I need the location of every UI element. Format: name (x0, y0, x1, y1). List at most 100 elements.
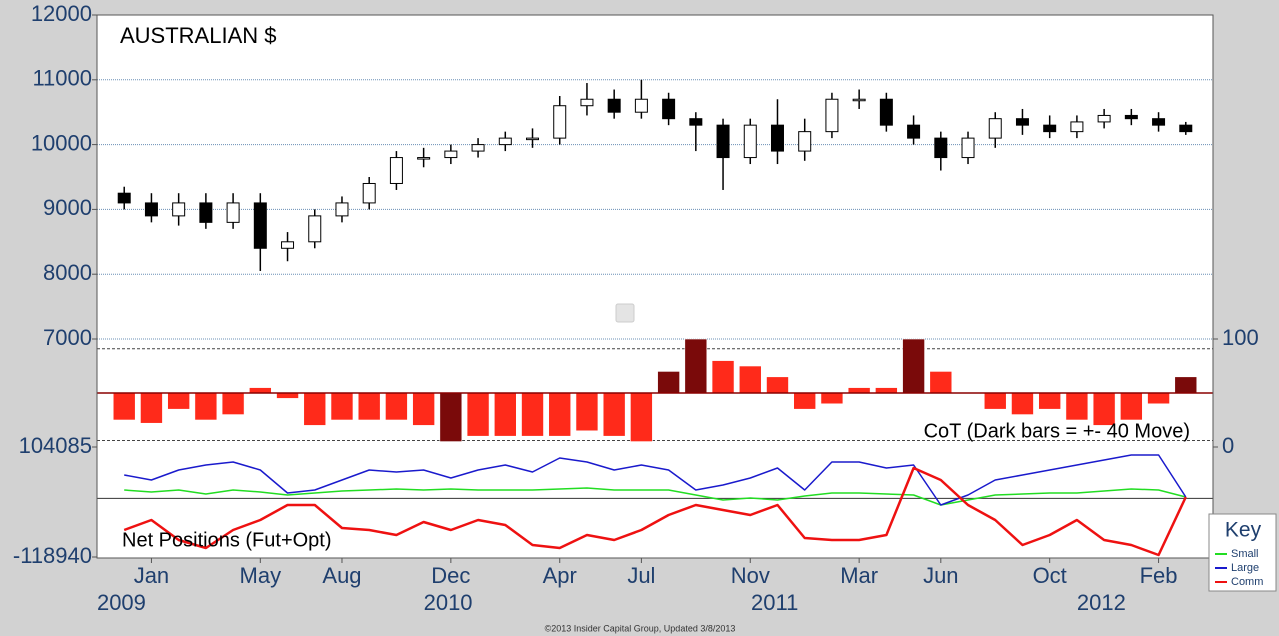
candle-body (144, 202, 158, 217)
x-tick-label: Apr (543, 563, 577, 588)
candle-body (199, 202, 213, 223)
candle-body (879, 98, 893, 126)
legend-title: Key (1225, 519, 1262, 542)
x-year-label: 2011 (751, 590, 798, 615)
bar (684, 338, 708, 394)
candle-body (389, 157, 403, 184)
series-line (124, 454, 1187, 506)
y-tick-label: 7000 (43, 325, 92, 350)
bar (766, 376, 789, 394)
bar (1147, 392, 1170, 405)
candle-body (961, 137, 975, 159)
bar (303, 392, 327, 426)
x-tick-label: Jan (134, 563, 169, 588)
chart-layer: 7000 8000 9000 10000 11000 12000 0 100 -118940 10… (13, 1, 1259, 568)
x-tick-label: Oct (1033, 563, 1067, 588)
bar (793, 392, 817, 410)
bar (167, 392, 190, 410)
bar (1174, 376, 1198, 394)
bar (630, 392, 653, 442)
bar (140, 392, 163, 424)
plot-frame (96, 14, 1214, 559)
bar (575, 392, 599, 432)
candle-body (526, 137, 540, 141)
candle-body (1179, 124, 1193, 133)
candle-body (662, 98, 676, 120)
bar (276, 392, 299, 399)
candle-body (1070, 121, 1084, 133)
y-tick-label: 9000 (43, 195, 92, 220)
x-tick-label: Jun (923, 563, 958, 588)
bar (385, 392, 408, 421)
candle-body (907, 124, 921, 139)
bar (1011, 392, 1034, 415)
candle-body (417, 157, 431, 160)
series-line (124, 487, 1186, 506)
candle-body (798, 131, 812, 152)
candle-body (1043, 124, 1057, 133)
plot-area (97, 15, 1213, 558)
candle-body (743, 124, 757, 159)
candle-body (1124, 114, 1138, 120)
y-tick-label: 12000 (31, 1, 92, 26)
candle-body (716, 124, 730, 159)
x-tick-label: Feb (1140, 563, 1178, 588)
bar (983, 392, 1007, 410)
net-title: Net Positions (Fut+Opt) (122, 529, 332, 551)
bar (548, 392, 572, 437)
candle-body (634, 98, 648, 113)
bar (194, 392, 218, 421)
x-year-label: 2012 (1077, 590, 1126, 615)
bar (820, 392, 844, 405)
candle-body (362, 182, 376, 204)
candle-body (253, 202, 267, 249)
y-tick-label: 8000 (43, 260, 92, 285)
candle-body (1015, 118, 1029, 126)
bar (493, 392, 517, 437)
legend-label: Small (1231, 548, 1259, 560)
bar (330, 392, 354, 421)
candle-body (934, 137, 948, 159)
bar (521, 392, 544, 437)
share-icon[interactable] (615, 303, 635, 323)
bar (112, 392, 136, 421)
candle-body (335, 202, 349, 217)
bar (1038, 392, 1061, 410)
bar (357, 392, 381, 421)
candle-body (825, 98, 839, 133)
legend-box (1208, 513, 1277, 592)
candle-body (172, 202, 186, 217)
candle-body (553, 105, 567, 139)
candle-body (607, 98, 621, 113)
candle-body (988, 118, 1002, 139)
bar (602, 392, 626, 437)
y-tick-label: -118940 (13, 543, 92, 568)
candle-body (498, 137, 512, 146)
candle-body (689, 118, 703, 126)
candle-body (281, 241, 295, 249)
footer: ©2013 Insider Capital Group, Updated 3/8… (545, 623, 736, 633)
candle-body (1097, 114, 1111, 123)
legend-label: Comm (1231, 576, 1263, 588)
candle-body (852, 98, 866, 102)
candle-body (444, 150, 458, 159)
bar (657, 371, 680, 394)
candle-body (1152, 118, 1166, 126)
candle-body (471, 144, 485, 152)
x-year-label: 2010 (424, 590, 473, 615)
candle-body (580, 98, 594, 107)
candle-body (226, 202, 240, 223)
bar (929, 371, 953, 394)
x-tick-label: Dec (431, 563, 470, 588)
candle-body (117, 192, 131, 204)
bar (412, 392, 435, 426)
bar (738, 365, 762, 394)
y-tick-label: 100 (1222, 325, 1259, 350)
price-title: AUSTRALIAN $ (120, 23, 277, 48)
bar (1120, 392, 1143, 421)
y-tick-label: 104085 (19, 433, 92, 458)
candle-body (770, 124, 784, 152)
bar (902, 338, 925, 394)
bar (1065, 392, 1089, 421)
